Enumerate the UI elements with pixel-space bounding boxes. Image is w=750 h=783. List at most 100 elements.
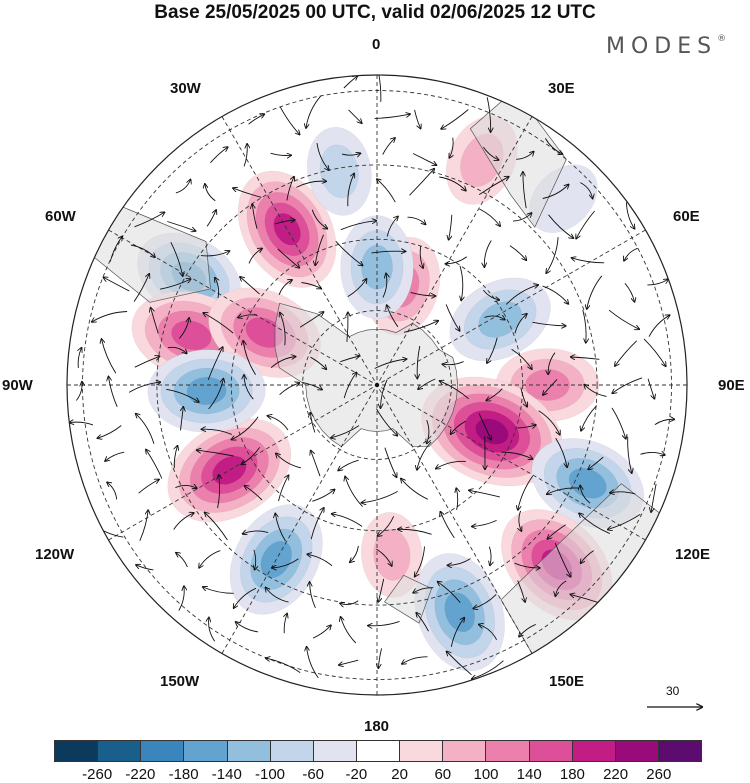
wind-arrow [449,214,453,240]
wind-arrow [175,485,196,488]
wind-arrow [280,313,286,346]
wind-arrow [543,378,558,395]
wind-arrow [417,345,421,378]
wind-arrow [368,620,400,625]
wind-arrow [473,594,497,608]
wind-arrow [612,377,643,393]
wind-arrow [151,308,159,334]
wind-arrow [377,179,396,203]
wind-arrow [296,181,326,188]
colorbar-tick-label: 260 [646,766,672,783]
positive-anomaly [421,376,563,487]
wind-arrow [576,210,595,239]
wind-arrow [199,550,221,568]
wind-arrow [279,383,300,396]
wind-arrow [415,546,425,577]
wind-arrow [307,554,333,567]
wind-arrow [332,514,363,527]
wind-arrow [248,249,262,264]
south-pole-marker [374,382,380,388]
colorbar-tick-label: 100 [473,766,499,783]
wind-arrow [509,245,526,261]
wind-arrow [442,361,464,365]
wind-arrow [571,357,600,359]
wind-arrow [243,531,269,534]
wind-arrow [275,514,286,542]
wind-arrow [350,545,359,562]
wind-vectors [70,75,675,679]
wind-arrow [441,109,469,129]
wind-arrow [523,172,527,209]
wind-arrow [243,341,256,375]
anomaly-contour [319,144,359,199]
wind-arrow [243,144,247,167]
wind-arrow [482,289,499,300]
wind-arrow [580,182,592,199]
wind-arrow [627,436,632,474]
wind-arrow [207,347,223,381]
wind-arrow [92,311,128,322]
negative-anomaly [306,126,372,216]
wind-arrow [210,147,227,164]
longitude-label-60e: 60E [673,208,700,225]
wind-arrow [624,247,638,260]
colorbar-tick-label: -260 [82,766,113,783]
wind-arrow [514,562,540,568]
wind-arrow [580,486,591,504]
wind-arrow [548,214,574,238]
wind-arrow [104,277,130,292]
colorbar-tick-label: -100 [254,766,286,783]
wind-arrow [448,558,471,566]
colorbar-swatch [658,741,702,761]
wind-arrow [173,513,194,530]
vector-scale-label: 30 [666,684,680,698]
wind-arrow [651,483,657,512]
wind-arrow [244,375,254,400]
wind-arrow [78,348,81,368]
wind-arrow [487,337,498,363]
wind-arrow [278,280,292,295]
wind-arrow [341,153,360,155]
wind-arrow [238,315,258,318]
wind-arrow [133,274,149,302]
wind-arrow [310,413,316,433]
colorbar-ticks: -260 -220 -180 -140 -100 -60 -20 20 60 100 140 180 2… [54,766,702,783]
wind-arrow [339,659,359,665]
wind-arrow [640,452,665,455]
latitude-circle [156,164,598,606]
wind-arrow [272,558,299,568]
anomaly-contour [568,468,607,499]
wind-arrow [205,184,216,202]
wind-arrow [384,447,397,478]
wind-arrow [418,378,436,389]
wind-arrow [517,580,525,602]
wind-arrow [387,305,399,328]
wind-arrow [299,312,323,328]
modes-logo: MODES® [606,34,726,59]
wind-arrow [286,177,294,201]
wind-arrow [252,204,258,229]
wind-arrow [486,97,490,132]
wind-arrow [335,240,363,265]
wind-arrow [538,410,560,435]
wind-arrow [109,236,122,262]
wind-arrow [306,95,321,128]
wind-arrow [277,248,300,268]
wind-arrow [340,600,359,605]
wind-arrow [546,237,559,273]
wind-arrow [513,213,531,222]
wind-arrow [514,314,527,334]
wind-arrow [440,381,469,400]
colorbar-tick-label: -20 [345,766,368,783]
wind-arrow [279,106,299,135]
wind-arrow [307,647,319,679]
wind-arrow [348,109,362,123]
wind-arrow [486,388,503,401]
anomaly-contour [475,418,509,445]
wind-arrow [611,407,626,439]
longitude-label-120w: 120W [35,546,75,563]
wind-arrow [449,137,453,158]
wind-arrow [412,153,436,166]
wind-arrow [105,451,125,461]
wind-arrow [624,283,635,302]
